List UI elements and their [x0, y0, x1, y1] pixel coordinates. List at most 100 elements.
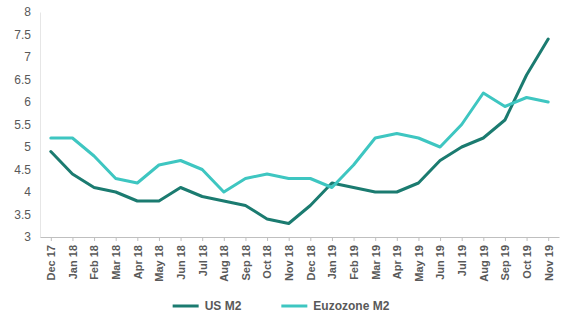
legend-label: US M2 [205, 299, 242, 313]
x-tick-label: Jun 19 [434, 245, 446, 280]
x-tick: Oct 19 [521, 237, 533, 279]
y-tick-label: 3 [24, 230, 31, 244]
y-axis-line [40, 13, 41, 238]
x-tick: Jan 19 [326, 237, 338, 279]
x-tick-mark [397, 237, 398, 241]
y-tick: 8 [24, 5, 40, 19]
x-tick-mark [462, 237, 463, 241]
legend-swatch [281, 305, 307, 308]
x-tick: Jul 19 [456, 237, 468, 276]
x-tick-label: Jul 19 [456, 245, 468, 276]
x-tick-label: Mar 18 [110, 245, 122, 280]
x-tick-label: Jan 19 [326, 245, 338, 279]
y-tick: 6.5 [14, 73, 40, 87]
x-tick-label: Oct 18 [261, 245, 273, 279]
y-tick: 7 [24, 50, 40, 64]
y-tick-label: 5 [24, 140, 31, 154]
x-tick-label: Jun 18 [175, 245, 187, 280]
x-tick-mark [310, 237, 311, 241]
y-tick: 3 [24, 230, 40, 244]
legend-item: Euzozone M2 [281, 299, 389, 313]
x-tick-label: Apr 19 [391, 245, 403, 279]
x-tick-mark [418, 237, 419, 241]
x-tick: Dec 18 [305, 237, 317, 280]
x-tick-mark [527, 237, 528, 241]
x-tick-label: Nov 18 [283, 245, 295, 281]
x-tick: Sep 18 [240, 237, 252, 280]
x-tick-mark [51, 237, 52, 241]
y-tick-label: 6 [24, 95, 31, 109]
y-tick-label: 3.5 [14, 208, 31, 222]
y-tick-label: 7 [24, 50, 31, 64]
x-tick-label: Dec 18 [305, 245, 317, 280]
plot-area [51, 39, 548, 224]
x-tick: Aug 19 [478, 237, 490, 282]
x-tick-label: May 19 [413, 245, 425, 282]
series-line [51, 93, 548, 192]
legend-label: Euzozone M2 [313, 299, 389, 313]
y-tick: 4.5 [14, 163, 40, 177]
x-tick-mark [72, 237, 73, 241]
x-tick: Sep 19 [499, 237, 511, 280]
x-tick-label: Sep 19 [499, 245, 511, 280]
x-tick-label: Mar 19 [370, 245, 382, 280]
x-tick-mark [440, 237, 441, 241]
y-tick: 3.5 [14, 208, 40, 222]
legend-item: US M2 [173, 299, 242, 313]
x-tick-mark [245, 237, 246, 241]
x-tick-label: Apr 18 [132, 245, 144, 279]
y-tick: 7.5 [14, 28, 40, 42]
x-tick: Apr 18 [132, 237, 144, 279]
series-line [51, 39, 548, 224]
x-tick: Oct 18 [261, 237, 273, 279]
x-tick: Nov 19 [543, 237, 555, 281]
x-tick-label: Jan 18 [67, 245, 79, 279]
x-tick-label: Dec 17 [45, 245, 57, 280]
x-tick-mark [483, 237, 484, 241]
x-tick-mark [505, 237, 506, 241]
x-tick: Jan 18 [67, 237, 79, 279]
x-tick-mark [116, 237, 117, 241]
x-tick: Mar 18 [110, 237, 122, 280]
x-tick: Apr 19 [391, 237, 403, 279]
x-tick: Aug 18 [218, 237, 230, 282]
x-tick-mark [94, 237, 95, 241]
x-tick-mark [224, 237, 225, 241]
y-tick: 5 [24, 140, 40, 154]
x-tick: Jun 18 [175, 237, 187, 280]
x-tick: Feb 18 [88, 237, 100, 280]
y-tick-label: 4.5 [14, 163, 31, 177]
y-tick-label: 5.5 [14, 118, 31, 132]
y-tick: 5.5 [14, 118, 40, 132]
x-tick: Feb 19 [348, 237, 360, 280]
x-tick-label: Aug 19 [478, 245, 490, 282]
x-tick-label: Oct 19 [521, 245, 533, 279]
x-tick-label: Aug 18 [218, 245, 230, 282]
x-tick: May 18 [153, 237, 165, 282]
y-tick-label: 4 [24, 185, 31, 199]
x-tick: Jun 19 [434, 237, 446, 280]
x-tick-mark [354, 237, 355, 241]
x-tick: Dec 17 [45, 237, 57, 280]
y-tick-label: 8 [24, 5, 31, 19]
y-tick-label: 7.5 [14, 28, 31, 42]
x-tick-label: Feb 19 [348, 245, 360, 280]
chart: 3 3.5 4 4.5 5 5.5 6 6.5 7 7.5 8 Dec 17 Jan 18 Feb 18 M… [0, 0, 562, 324]
y-tick: 4 [24, 185, 40, 199]
legend: US M2 Euzozone M2 [173, 299, 390, 313]
x-tick-mark [137, 237, 138, 241]
x-tick: Jul 18 [197, 237, 209, 276]
y-axis: 3 3.5 4 4.5 5 5.5 6 6.5 7 7.5 8 [14, 5, 40, 244]
x-tick-label: May 18 [153, 245, 165, 282]
legend-swatch [173, 305, 199, 308]
x-tick-label: Feb 18 [88, 245, 100, 280]
x-tick: Mar 19 [370, 237, 382, 280]
x-tick: May 19 [413, 237, 425, 282]
x-tick-mark [289, 237, 290, 241]
x-tick-label: Sep 18 [240, 245, 252, 280]
x-tick-label: Nov 19 [543, 245, 555, 281]
x-tick-mark [181, 237, 182, 241]
x-axis: Dec 17 Jan 18 Feb 18 Mar 18 Apr 18 May 18 Jun … [41, 237, 560, 282]
x-tick-mark [202, 237, 203, 241]
y-tick: 6 [24, 95, 40, 109]
